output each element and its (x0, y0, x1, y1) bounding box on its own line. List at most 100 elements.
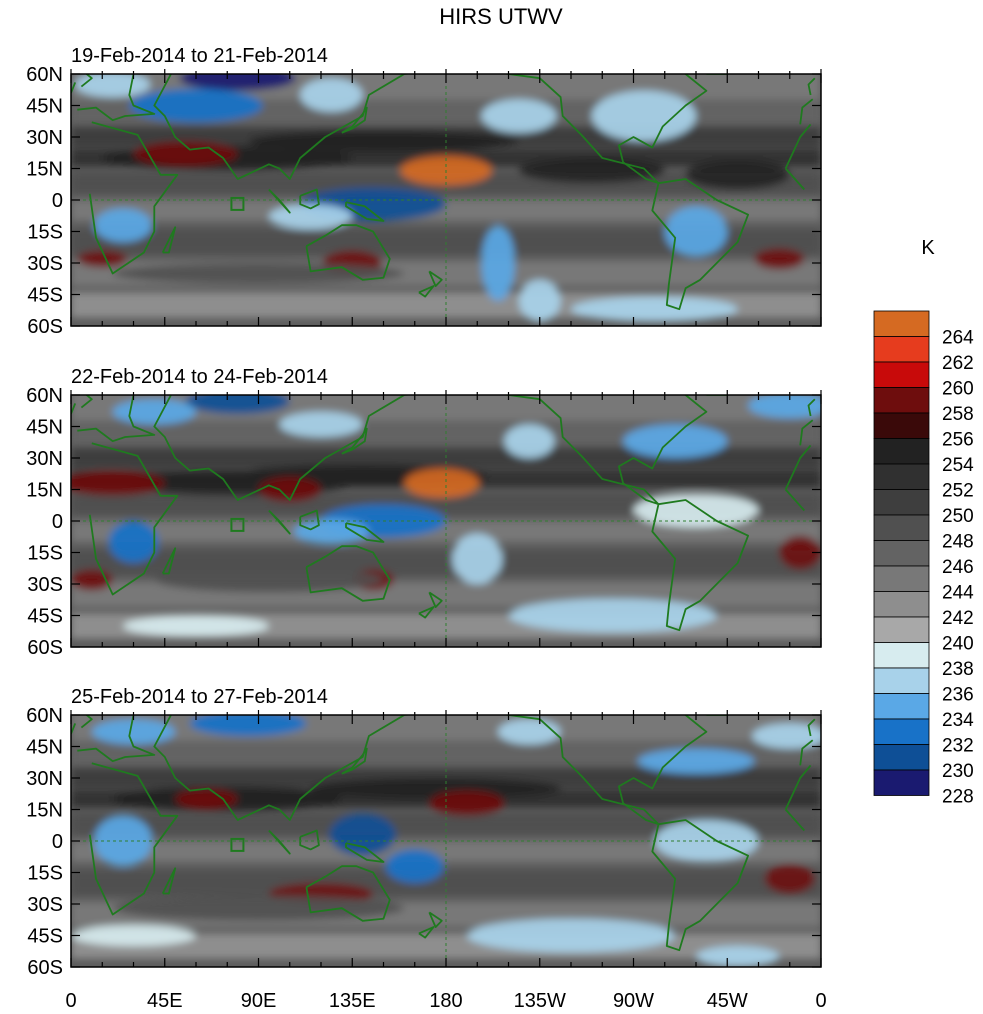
field-feature (752, 723, 821, 749)
marker-box (230, 196, 245, 211)
field-feature (385, 849, 444, 883)
field-feature (293, 518, 369, 545)
y-tick-label: 60N (26, 385, 63, 407)
y-tick-label: 60N (26, 64, 63, 86)
y-tick-label: 15S (27, 543, 63, 565)
field-feature (466, 918, 676, 953)
field-feature (429, 790, 505, 816)
coastline (88, 762, 812, 916)
field-feature (623, 424, 728, 459)
coastline (651, 819, 749, 952)
field-feature (77, 250, 128, 268)
colorbar-box (873, 387, 930, 414)
y-tick-label: 0 (52, 190, 63, 212)
y-tick-label: 30N (26, 768, 63, 790)
panel-3-land-outlines (71, 715, 816, 952)
field-feature (71, 569, 113, 591)
coastline (428, 911, 443, 928)
field-feature (498, 719, 561, 745)
colorbar-tick-label: 248 (942, 532, 974, 553)
coastline (153, 715, 414, 821)
colorbar-tick-label: 246 (942, 557, 974, 578)
coastline (418, 606, 435, 619)
colorbar-box (873, 463, 930, 490)
field-feature (633, 493, 759, 528)
field-feature (696, 946, 780, 967)
colorbar-tick-label: 258 (942, 404, 974, 425)
colorbar-tick-label: 234 (942, 710, 974, 731)
coastline (153, 395, 414, 501)
panel-1-subtitle: 19-Feb-2014 to 21-Feb-2014 (71, 45, 328, 67)
field-feature (268, 204, 353, 230)
field-feature (154, 567, 384, 593)
colorbar-box (873, 361, 930, 388)
x-tick-label: 135W (514, 990, 566, 1012)
field-feature (93, 815, 153, 867)
colorbar-box (873, 310, 930, 337)
panel-2-land-outlines (71, 395, 816, 632)
colorbar-box (873, 565, 930, 592)
coastline (153, 74, 414, 180)
coastline (299, 188, 320, 210)
coastline (88, 121, 812, 275)
y-tick-label: 60S (27, 316, 63, 338)
field-feature (508, 598, 717, 633)
colorbar-box (873, 616, 930, 643)
field-feature (133, 141, 238, 167)
field-feature (91, 719, 176, 745)
x-tick-label: 0 (815, 990, 826, 1012)
coastline (501, 715, 708, 826)
field-feature (112, 399, 196, 425)
panel-1: 19-Feb-2014 to 21-Feb-2014 60N 45N 30N 15N 0… (26, 45, 822, 338)
field-feature (685, 160, 790, 190)
colorbar-tick-label: 228 (942, 787, 974, 808)
coastline (161, 226, 177, 254)
field-feature (185, 395, 290, 414)
lat-band (71, 521, 821, 542)
field-feature (129, 88, 263, 123)
y-tick-label: 60N (26, 705, 63, 727)
panel-3-y-axis: 60N 45N 30N 15N 0 15S 30S 45S 60S (26, 705, 821, 979)
colorbar: K 264 262 260 258 256 254 252 250 248 246 244 242 24… (873, 237, 974, 808)
y-tick-label: 15N (26, 800, 63, 822)
colorbar-box (873, 769, 930, 796)
coastline (268, 509, 291, 535)
x-tick-label: 135E (329, 990, 376, 1012)
field-feature (748, 395, 821, 419)
coastline (299, 509, 320, 531)
coastline (305, 545, 391, 602)
x-tick-label: 90E (241, 990, 277, 1012)
coastline (77, 395, 814, 446)
panel-1-land-outlines (71, 74, 816, 311)
x-tick-label: 90W (613, 990, 654, 1012)
coastline (77, 715, 814, 766)
field-feature (189, 715, 307, 736)
panel-3: 25-Feb-2014 to 27-Feb-2014 60N 45N 30N 15N 0… (26, 686, 822, 979)
colorbar-box (873, 591, 930, 618)
field-feature (71, 925, 196, 946)
panel-2-y-axis: 60N 45N 30N 15N 0 15S 30S 45S 60S (26, 385, 821, 659)
coastline (341, 427, 368, 455)
colorbar-box (873, 438, 930, 465)
panel-3-x-ticks (70, 710, 822, 967)
colorbar-boxes (873, 310, 930, 796)
colorbar-box (873, 412, 930, 439)
coastline (651, 178, 749, 311)
y-tick-label: 45S (27, 285, 63, 307)
colorbar-tick-label: 250 (942, 506, 974, 527)
coastline (77, 74, 814, 125)
panel-1-y-axis: 60N 45N 30N 15N 0 15S 30S 45S 60S (26, 64, 821, 338)
x-axis-labels: 0 45E 90E 135E 180 135W 90W 45W 0 (65, 990, 826, 1012)
y-tick-label: 60S (27, 637, 63, 659)
colorbar-tick-label: 262 (942, 353, 974, 374)
field-feature (248, 130, 519, 152)
field-feature (179, 74, 296, 91)
x-tick-label: 180 (429, 990, 462, 1012)
field-feature (571, 296, 738, 322)
field-feature (591, 90, 697, 142)
field-feature (452, 533, 503, 584)
field-feature (71, 470, 165, 496)
coastline (418, 926, 435, 939)
x-tick-label: 45E (147, 990, 183, 1012)
